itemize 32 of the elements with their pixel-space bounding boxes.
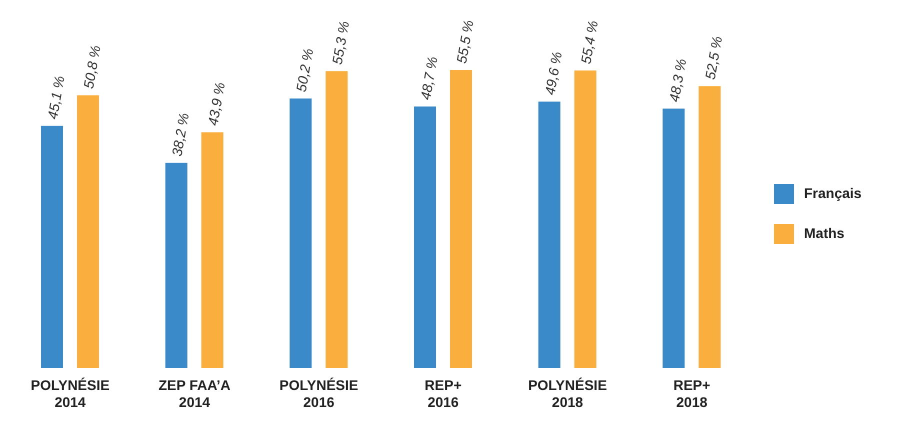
x-tick-label: POLYNÉSIE 2014 (30, 377, 110, 410)
bar (538, 102, 560, 368)
data-label: 55,5 % (453, 18, 477, 65)
bar (414, 106, 436, 368)
bar (326, 71, 348, 368)
x-tick-label: POLYNÉSIE 2016 (279, 377, 358, 410)
x-tick-label: POLYNÉSIE 2018 (528, 377, 607, 410)
x-tick-label: ZEP FAA’A 2014 (158, 377, 231, 410)
data-label: 50,8 % (80, 44, 104, 90)
data-label: 49,6 % (542, 50, 565, 96)
bar (201, 132, 224, 368)
data-label: 52,5 % (702, 34, 726, 81)
legend-label: Français (804, 185, 862, 201)
data-label: 55,4 % (578, 19, 601, 66)
data-label: 45,1 % (44, 74, 68, 120)
x-tick-label: REP+ 2016 (424, 377, 462, 410)
bar (41, 126, 63, 368)
bar (77, 95, 99, 368)
data-label: 48,3 % (666, 57, 690, 104)
data-label: 48,7 % (417, 55, 441, 102)
bar (450, 70, 472, 368)
data-label: 43,9 % (204, 81, 228, 127)
bar (698, 86, 721, 368)
bar (290, 98, 312, 368)
bar (662, 108, 685, 368)
x-tick-label: REP+ 2018 (673, 377, 710, 410)
data-label: 50,2 % (292, 47, 316, 93)
bar (165, 162, 188, 368)
data-label: 38,2 % (168, 112, 192, 158)
legend-label: Maths (804, 225, 844, 241)
data-label: 55,3 % (328, 20, 352, 66)
bar (574, 70, 596, 368)
